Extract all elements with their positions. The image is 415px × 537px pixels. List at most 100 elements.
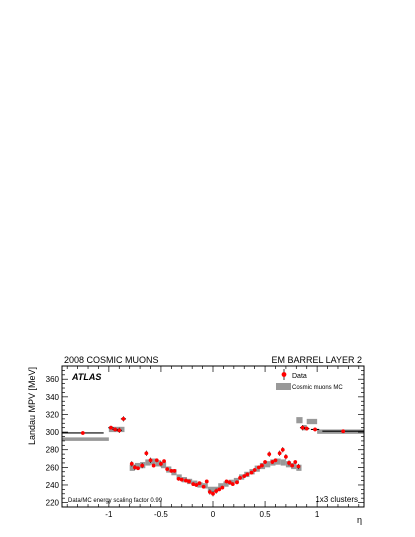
data-marker: [283, 454, 288, 459]
y-tick-labels: 220 240 260 280 300 320 340 360: [46, 375, 60, 507]
data-marker: [176, 476, 181, 481]
data-point: [214, 488, 219, 494]
data-point: [252, 468, 257, 472]
data-marker: [267, 452, 272, 457]
y-axis-label: Landau MPV [MeV]: [27, 367, 37, 445]
data-point: [136, 466, 140, 471]
mc-band: [150, 458, 156, 465]
data-marker: [162, 459, 166, 464]
data-point: [230, 482, 235, 486]
data-point: [108, 425, 114, 430]
header-right: EM BARREL LAYER 2: [271, 355, 362, 365]
legend: Data Cosmic muons MC: [276, 369, 343, 391]
data-marker: [154, 458, 159, 463]
mc-band: [223, 481, 229, 487]
mc-band: [207, 486, 213, 493]
mc-band: [218, 483, 224, 489]
data-point: [154, 458, 159, 463]
header-left: 2008 COSMIC MUONS: [64, 355, 159, 365]
data-point: [217, 487, 222, 492]
legend-data-marker: [281, 372, 287, 377]
data-point: [227, 480, 232, 485]
data-point: [242, 474, 247, 479]
data-point: [184, 478, 188, 483]
data-point: [238, 476, 242, 480]
x-tick-label: 1: [315, 510, 320, 519]
data-point: [120, 416, 127, 422]
y-tick-label: 340: [46, 393, 60, 402]
data-point: [283, 454, 288, 460]
data-marker: [249, 470, 254, 475]
data-marker: [280, 447, 285, 452]
mc-band: [134, 462, 141, 470]
data-point: [187, 479, 191, 484]
data-point: [148, 457, 153, 463]
data-point: [151, 463, 156, 468]
axis-ticks: [62, 366, 364, 507]
data-point: [260, 463, 264, 468]
data-marker: [227, 480, 232, 485]
mc-band: [254, 465, 260, 472]
data-point: [220, 485, 225, 490]
data-marker: [341, 429, 346, 434]
data-point: [204, 479, 209, 484]
mc-band: [62, 437, 109, 441]
data-marker: [245, 472, 250, 477]
data-point: [290, 463, 295, 468]
x-tick-label: 0: [211, 510, 216, 519]
data-point: [267, 451, 272, 457]
data-point: [322, 429, 364, 434]
data-marker: [277, 451, 282, 456]
x-axis-label: η: [357, 515, 362, 525]
data-point: [144, 450, 149, 456]
data-point: [176, 476, 181, 481]
mc-band: [155, 460, 161, 467]
data-marker: [252, 468, 257, 472]
data-point: [112, 427, 118, 432]
data-marker: [263, 460, 267, 464]
data-marker: [184, 478, 188, 483]
data-point: [207, 489, 212, 495]
data-marker: [300, 425, 305, 430]
data-point: [273, 458, 278, 463]
x-tick-labels: -1 -0.5 0 0.5 1: [105, 510, 320, 519]
mc-band: [129, 464, 135, 471]
data-marker: [242, 474, 247, 479]
data-marker: [194, 483, 199, 487]
data-point: [162, 459, 166, 464]
data-marker: [179, 477, 184, 482]
data-point: [179, 477, 184, 482]
x-tick-label: 0.5: [260, 510, 272, 519]
clusters-note: 1x3 clusters: [315, 495, 358, 504]
mc-band: [145, 459, 151, 466]
data-marker: [238, 476, 242, 480]
data-marker: [129, 461, 134, 466]
data-marker: [211, 491, 215, 496]
legend-data-label: Data: [292, 373, 307, 380]
mc-band: [280, 459, 286, 466]
data-marker: [132, 465, 137, 470]
data-marker: [172, 468, 177, 473]
data-marker: [224, 479, 229, 484]
data-point: [270, 460, 275, 464]
data-marker: [109, 425, 113, 430]
data-marker: [230, 482, 235, 486]
data-marker: [204, 479, 209, 484]
data-point: [277, 450, 282, 456]
data-point: [249, 470, 254, 475]
data-marker: [270, 460, 275, 464]
data-marker: [187, 479, 191, 484]
mc-band: [275, 458, 281, 465]
data-point: [235, 480, 239, 485]
data-marker: [260, 463, 264, 468]
data-marker: [290, 463, 295, 468]
data-point: [201, 484, 206, 489]
data-point: [194, 483, 199, 487]
y-tick-label: 360: [46, 375, 60, 384]
data-point: [165, 467, 170, 472]
data-marker: [235, 480, 239, 485]
mc-band: [306, 418, 318, 425]
data-marker: [214, 489, 219, 494]
data-point: [296, 463, 301, 470]
data-point: [304, 426, 310, 431]
